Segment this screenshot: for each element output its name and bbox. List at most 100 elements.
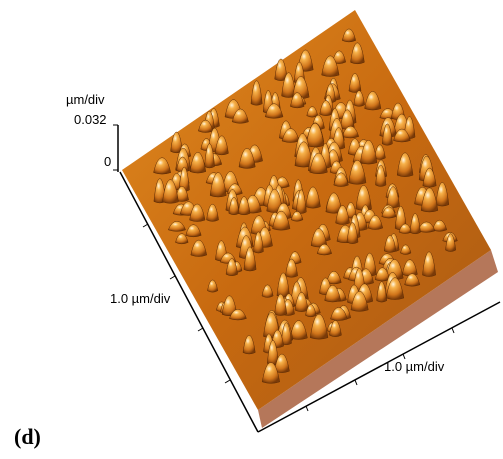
peak — [209, 172, 227, 198]
peak — [290, 92, 305, 109]
peak — [335, 205, 350, 225]
peak — [409, 213, 421, 235]
peak — [417, 221, 436, 233]
peak — [229, 309, 247, 321]
peak — [364, 91, 382, 111]
peak — [330, 307, 348, 321]
peak — [225, 258, 238, 276]
peak — [346, 222, 359, 244]
peak — [274, 353, 290, 373]
peaks — [153, 28, 458, 384]
peak — [153, 178, 167, 204]
peak — [326, 270, 342, 285]
peak — [348, 159, 367, 185]
peak — [305, 304, 317, 318]
peak — [243, 246, 257, 272]
x-axis-label: 1.0 µm/div — [384, 359, 445, 374]
peak — [404, 273, 421, 287]
peak — [261, 362, 280, 384]
peak — [398, 223, 412, 234]
peak — [190, 239, 208, 257]
peak — [185, 224, 202, 238]
peak — [333, 172, 349, 187]
peak — [238, 148, 256, 169]
peak — [393, 128, 411, 143]
peak — [348, 73, 362, 93]
peak — [420, 187, 439, 213]
peak — [237, 196, 251, 216]
peak — [274, 58, 288, 81]
peak — [376, 281, 388, 303]
y-axis-label: 1.0 µm/div — [110, 291, 171, 306]
peak — [228, 197, 240, 215]
panel-label: (d) — [14, 424, 41, 449]
peak — [374, 267, 390, 282]
peak — [367, 215, 384, 230]
base-side — [258, 250, 498, 428]
peak — [385, 277, 405, 300]
peak — [305, 186, 321, 209]
peak — [445, 233, 457, 252]
peak — [153, 157, 172, 175]
peak — [189, 152, 207, 174]
peak — [375, 164, 387, 187]
peak — [170, 131, 183, 154]
peak — [272, 210, 291, 231]
peak — [306, 106, 319, 118]
peak — [162, 179, 179, 204]
peak — [207, 279, 219, 293]
peak — [344, 202, 357, 219]
peak — [321, 55, 340, 77]
peak — [309, 152, 328, 174]
axis-ticks — [142, 223, 455, 412]
peak — [309, 313, 329, 340]
peak — [319, 100, 333, 116]
peak — [350, 42, 365, 65]
peak — [400, 244, 412, 255]
peak — [422, 167, 437, 188]
peak — [381, 123, 393, 146]
peak — [261, 284, 274, 298]
peak — [341, 125, 360, 139]
peak — [310, 228, 328, 248]
peak — [253, 231, 264, 254]
peak — [381, 206, 397, 219]
z-min: 0 — [104, 154, 111, 169]
peak — [289, 320, 308, 340]
z-unit: µm/div — [66, 92, 105, 107]
peak — [332, 50, 347, 64]
peak — [280, 322, 292, 346]
peak — [324, 285, 341, 303]
peak — [305, 122, 325, 148]
peak — [204, 143, 215, 169]
peak — [294, 292, 309, 312]
y-axis — [119, 171, 259, 433]
peak — [285, 258, 298, 278]
peak — [214, 135, 229, 156]
peak — [432, 219, 448, 232]
peak — [383, 235, 397, 253]
peak — [175, 233, 189, 245]
peak — [316, 243, 333, 256]
peak — [396, 152, 414, 177]
peak — [206, 203, 219, 222]
peak — [231, 108, 249, 124]
peak — [189, 203, 206, 222]
peak — [250, 80, 263, 106]
peak — [435, 182, 450, 207]
peak — [290, 211, 304, 222]
peak — [360, 139, 378, 165]
peak — [242, 335, 256, 355]
peak — [221, 295, 238, 317]
peak — [422, 251, 436, 277]
peak — [274, 293, 288, 316]
peak — [341, 28, 357, 43]
peak — [374, 144, 386, 160]
peak — [198, 119, 214, 133]
peak — [264, 103, 284, 119]
peak — [353, 90, 365, 107]
peak — [281, 72, 296, 98]
peak — [325, 192, 343, 214]
peak — [329, 320, 342, 337]
